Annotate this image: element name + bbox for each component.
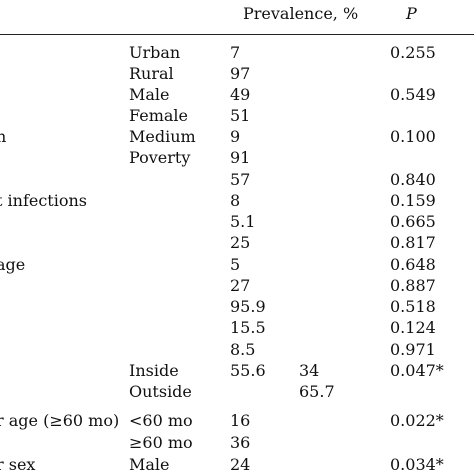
table-row: Inside 55.6 34 0.047* <box>0 360 474 381</box>
table-row: Female 51 <box>0 105 474 126</box>
row-category: Male <box>129 85 170 104</box>
row-prevalence: 27 <box>230 276 251 295</box>
row-p-value: 0.124 <box>390 318 436 337</box>
row-prevalence: 51 <box>230 106 251 125</box>
row-p-value: 0.549 <box>390 85 436 104</box>
row-category: Rural <box>129 64 174 83</box>
table-row: 15.5 0.124 <box>0 317 474 338</box>
row-prevalence: 57 <box>230 170 251 189</box>
row-prevalence: 91 <box>230 148 251 167</box>
row-prevalence: 15.5 <box>230 318 266 337</box>
row-prevalence: 49 <box>230 85 251 104</box>
row-prevalence: 8 <box>230 191 241 210</box>
row-category: ≥60 mo <box>129 433 193 452</box>
row-prevalence: 55.6 <box>230 361 266 380</box>
table-row: age 5 0.648 <box>0 254 474 275</box>
row-p-value: 0.971 <box>390 340 436 359</box>
table-row: r sex Male 24 0.034* <box>0 454 474 474</box>
table-row: n Medium 9 0.100 <box>0 126 474 147</box>
row-prevalence: 24 <box>230 455 251 474</box>
row-label: n <box>0 127 7 146</box>
row-p-value: 0.159 <box>390 191 436 210</box>
table-row: ≥60 mo 36 <box>0 432 474 453</box>
row-prevalence: 16 <box>230 411 251 430</box>
table-row: 25 0.817 <box>0 232 474 253</box>
column-header-p: P <box>406 4 417 23</box>
table-row: 8.5 0.971 <box>0 339 474 360</box>
row-p-value: 0.100 <box>390 127 436 146</box>
row-prevalence: 8.5 <box>230 340 256 359</box>
table-row: t infections 8 0.159 <box>0 190 474 211</box>
table-row: Rural 97 <box>0 63 474 84</box>
table-row: 27 0.887 <box>0 275 474 296</box>
row-p-value: 0.817 <box>390 233 436 252</box>
table-row: Outside 65.7 <box>0 381 474 402</box>
row-category: Female <box>129 106 188 125</box>
row-prevalence: 95.9 <box>230 297 266 316</box>
row-category: Outside <box>129 382 192 401</box>
row-label: age <box>0 255 26 274</box>
row-prevalence: 97 <box>230 64 251 83</box>
row-prevalence: 5.1 <box>230 212 256 231</box>
table-row: r age (≥60 mo) <60 mo 16 0.022* <box>0 410 474 431</box>
row-p-value: 0.887 <box>390 276 436 295</box>
row-category: Inside <box>129 361 179 380</box>
row-prevalence: 7 <box>230 43 241 62</box>
row-prevalence-secondary: 65.7 <box>299 382 335 401</box>
row-prevalence: 9 <box>230 127 241 146</box>
table-row: Poverty 91 <box>0 147 474 168</box>
row-p-value: 0.518 <box>390 297 436 316</box>
table-row: 95.9 0.518 <box>0 296 474 317</box>
row-prevalence: 25 <box>230 233 251 252</box>
row-p-value: 0.047* <box>390 361 444 380</box>
table-row: Urban 7 0.255 <box>0 42 474 63</box>
row-p-value: 0.034* <box>390 455 444 474</box>
row-p-value: 0.255 <box>390 43 436 62</box>
row-p-value: 0.648 <box>390 255 436 274</box>
row-p-value: 0.840 <box>390 170 436 189</box>
row-category: <60 mo <box>129 411 193 430</box>
table-row: 5.1 0.665 <box>0 211 474 232</box>
table-row: Male 49 0.549 <box>0 84 474 105</box>
row-category: Male <box>129 455 170 474</box>
row-category: Medium <box>129 127 196 146</box>
column-header-prevalence: Prevalence, % <box>243 4 359 23</box>
row-prevalence: 5 <box>230 255 241 274</box>
row-label: t infections <box>0 191 87 210</box>
row-category: Urban <box>129 43 181 62</box>
row-label: r age (≥60 mo) <box>0 411 120 430</box>
row-p-value: 0.665 <box>390 212 436 231</box>
header-rule <box>0 34 474 35</box>
row-category: Poverty <box>129 148 191 167</box>
table-row: 57 0.840 <box>0 169 474 190</box>
row-p-value: 0.022* <box>390 411 444 430</box>
row-label: r sex <box>0 455 36 474</box>
row-prevalence-secondary: 34 <box>299 361 320 380</box>
row-prevalence: 36 <box>230 433 251 452</box>
